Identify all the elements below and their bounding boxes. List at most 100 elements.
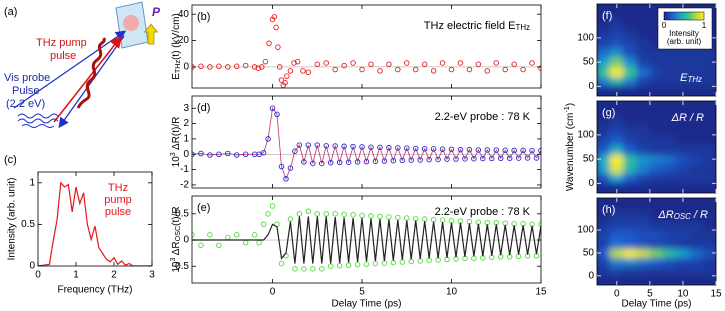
subscript: OSC bbox=[173, 226, 182, 242]
heatmap-cell bbox=[675, 115, 691, 126]
heatmap-cell bbox=[609, 163, 624, 175]
data-point bbox=[255, 65, 261, 71]
data-point bbox=[363, 261, 370, 267]
heatmap-cell bbox=[675, 229, 691, 240]
data-point bbox=[275, 44, 281, 50]
data-point bbox=[412, 215, 419, 222]
heatmap-cell bbox=[662, 163, 677, 175]
heatmap-cell bbox=[622, 153, 638, 165]
data-point bbox=[271, 14, 278, 20]
text-segment: E bbox=[508, 20, 515, 32]
heatmap-cell bbox=[702, 56, 716, 68]
heatmap-cell bbox=[689, 56, 704, 68]
heatmap-cell bbox=[702, 257, 716, 268]
data-point bbox=[368, 213, 374, 219]
heatmap-cell bbox=[675, 163, 691, 175]
data-point bbox=[381, 260, 388, 266]
data-point bbox=[359, 66, 365, 73]
heatmap-cell bbox=[662, 266, 677, 277]
data-point bbox=[345, 262, 352, 268]
data-point bbox=[515, 155, 522, 161]
heatmap-cell bbox=[662, 220, 677, 231]
data-point bbox=[260, 221, 267, 228]
x-tick-label: 0 bbox=[270, 287, 276, 298]
data-point bbox=[327, 159, 334, 166]
data-point bbox=[430, 216, 437, 223]
data-point bbox=[538, 221, 541, 228]
x-axis-label: Delay Time (ps) bbox=[331, 299, 401, 310]
y-axis-label: 103​ ΔR(t)/R bbox=[168, 117, 182, 168]
data-point bbox=[319, 160, 325, 167]
data-point bbox=[233, 232, 240, 238]
heatmap-cell bbox=[702, 247, 716, 259]
y-tick-label: 0 bbox=[29, 261, 35, 272]
data-point bbox=[395, 66, 401, 73]
data-point bbox=[390, 157, 397, 164]
plot-frame bbox=[191, 195, 542, 284]
heatmap-cell bbox=[622, 247, 638, 259]
data-point bbox=[471, 155, 477, 162]
heatmap-cell bbox=[675, 247, 691, 259]
y-axis-label: ETHz​(t) (kV/cm) bbox=[171, 13, 182, 80]
heatmap-cell bbox=[622, 76, 638, 87]
heatmap-cell bbox=[622, 238, 638, 249]
data-point bbox=[350, 60, 356, 66]
heatmap-cell bbox=[597, 47, 611, 58]
heatmap-cell bbox=[675, 211, 691, 222]
text-segment: (t)/R bbox=[171, 206, 182, 225]
heatmap-cell bbox=[622, 66, 638, 78]
series-line bbox=[192, 216, 541, 264]
heatmap-cell bbox=[702, 115, 716, 126]
data-point bbox=[341, 211, 347, 218]
probe-label: Pulse bbox=[12, 85, 40, 97]
heatmap-cell bbox=[702, 66, 716, 78]
y-tick-label: 100 bbox=[577, 130, 594, 141]
data-point bbox=[216, 63, 222, 70]
data-point bbox=[372, 260, 379, 267]
data-point bbox=[466, 146, 473, 153]
data-point bbox=[439, 60, 446, 66]
plot-frame bbox=[596, 100, 717, 194]
data-point bbox=[310, 266, 316, 272]
heatmap-cell bbox=[609, 18, 624, 29]
panel-label: (h) bbox=[602, 204, 615, 216]
data-point bbox=[332, 143, 338, 149]
data-point bbox=[439, 217, 446, 223]
y-tick-label: 0 bbox=[588, 270, 594, 281]
heatmap-cell bbox=[636, 18, 651, 29]
heatmap-cell bbox=[649, 18, 664, 29]
data-point bbox=[296, 211, 303, 217]
heatmap-cell bbox=[597, 266, 611, 277]
heatmap-cell bbox=[702, 134, 716, 146]
data-point bbox=[259, 64, 265, 70]
data-point bbox=[426, 156, 432, 163]
text-segment: (t) (kV/cm) bbox=[171, 13, 182, 60]
data-point bbox=[417, 258, 423, 264]
data-point bbox=[511, 61, 517, 68]
heatmap-cell bbox=[662, 173, 677, 184]
heatmap-cell bbox=[636, 124, 651, 136]
x-tick-label: 0 bbox=[614, 289, 620, 300]
data-point bbox=[538, 65, 541, 71]
data-point bbox=[256, 239, 262, 246]
pump-label: THz pump bbox=[36, 37, 87, 49]
data-point bbox=[260, 149, 267, 156]
data-point bbox=[251, 232, 258, 238]
data-point bbox=[538, 147, 541, 154]
data-point bbox=[301, 159, 307, 165]
plot-area bbox=[597, 198, 716, 285]
data-point bbox=[493, 147, 500, 153]
text-segment: ΔR / R bbox=[671, 112, 704, 124]
data-point bbox=[327, 263, 334, 269]
data-point bbox=[233, 63, 240, 70]
data-point bbox=[276, 64, 283, 70]
annotation: pulse bbox=[105, 206, 131, 218]
data-point bbox=[284, 73, 290, 79]
heatmap-cell bbox=[689, 247, 704, 259]
data-point bbox=[265, 136, 271, 142]
colorbar bbox=[663, 11, 705, 21]
data-point bbox=[520, 66, 526, 73]
heatmap-cell bbox=[622, 124, 638, 136]
data-point bbox=[305, 208, 312, 214]
heatmap-cell bbox=[702, 144, 716, 155]
